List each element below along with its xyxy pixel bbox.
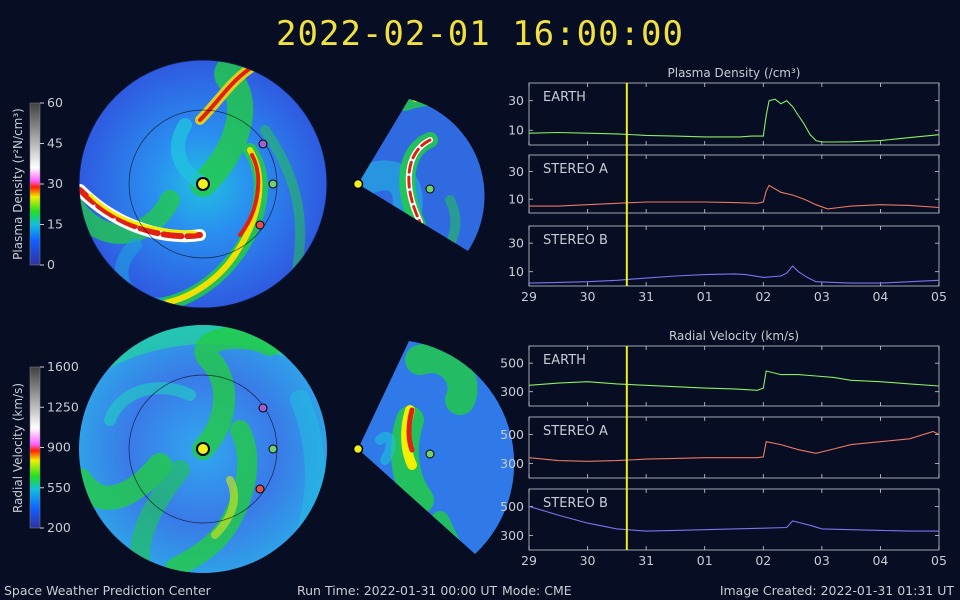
stereo-b-marker [258, 403, 268, 413]
density-stereo-a-series-line [529, 184, 940, 210]
velocity-stereo-b-series-line [528, 505, 939, 532]
density-stereo-a-panel: 10 30 STEREO A [508, 154, 940, 214]
earth-marker [425, 449, 435, 459]
velocity-colorbar-label: Radial Velocity (km/s) [11, 383, 25, 513]
density-colorbar-tick-label: 45 [47, 136, 63, 151]
velocity-colorbar: 200 550 900 1250 1600 Radial Velocity (km/s) [11, 359, 79, 535]
density-meridional-map [352, 99, 485, 251]
velocity-ecliptic-map [79, 325, 327, 573]
sun-icon [196, 442, 210, 456]
density-xtick-label: 31 [638, 289, 654, 304]
velocity-earth-panel: 300 500 EARTH [500, 345, 940, 407]
velocity-colorbar-tick-label: 1250 [47, 399, 79, 414]
velocity-colorbar-tick-label: 1600 [47, 359, 79, 374]
density-xtick-label: 30 [580, 289, 596, 304]
earth-marker [425, 184, 435, 194]
density-colorbar: 0 15 30 45 60 Plasma Density (r²N/cm³) [11, 95, 63, 272]
time-series-plots: Plasma Density (/cm³) 10 30 EARTH 10 30 STEREO… [500, 66, 947, 568]
density-xtick-label: 02 [755, 289, 771, 304]
velocity-stereo-b-panel: 300 500 STEREO B [500, 488, 940, 551]
velocity-stereo-a-label: STEREO A [543, 424, 608, 439]
velocity-colorbar-tick-label: 200 [47, 520, 71, 535]
velocity-earth-ytick-label: 300 [500, 384, 524, 399]
timestamp-title: 2022-02-01 16:00:00 [276, 14, 684, 54]
density-earth-panel: 10 30 EARTH [508, 82, 940, 146]
velocity-stereo-a-series-line [528, 430, 940, 462]
earth-marker [268, 179, 278, 189]
density-ecliptic-map [78, 59, 328, 309]
stereo-b-marker [258, 139, 268, 149]
velocity-earth-series-line [528, 370, 940, 391]
velocity-xtick-label: 05 [931, 553, 947, 568]
velocity-stereo-b-ytick-label: 500 [500, 499, 524, 514]
density-colorbar-tick-label: 0 [47, 257, 55, 272]
velocity-chart-title: Radial Velocity (km/s) [669, 329, 799, 343]
sun-icon [196, 177, 210, 191]
density-colorbar-tick-label: 15 [47, 217, 63, 232]
density-xtick-label: 03 [814, 289, 830, 304]
velocity-xtick-label: 03 [814, 553, 830, 568]
density-stereo-a-frame [528, 154, 940, 214]
footer-run-time: Run Time: 2022-01-31 00:00 UT [297, 583, 498, 598]
density-colorbar-tick-label: 60 [47, 95, 63, 110]
density-stereo-b-panel: 10 30 STEREO B [508, 225, 940, 287]
earth-marker [268, 444, 278, 454]
velocity-stereo-b-frame [528, 488, 940, 551]
footer-org: Space Weather Prediction Center [4, 583, 211, 598]
velocity-stereo-a-ytick-label: 500 [500, 427, 524, 442]
density-colorbar-gradient [29, 102, 41, 266]
density-stereo-a-ytick-label: 30 [508, 164, 524, 179]
density-stereo-b-ytick-label: 10 [508, 264, 524, 279]
density-colorbar-tick-label: 30 [47, 176, 63, 191]
footer-mode: Mode: CME [502, 583, 572, 598]
density-earth-ytick-label: 10 [508, 123, 524, 138]
density-stereo-a-ytick-label: 10 [508, 192, 524, 207]
sun-icon [352, 178, 364, 190]
density-earth-ytick-label: 30 [508, 93, 524, 108]
velocity-xtick-label: 29 [521, 553, 537, 568]
stereo-a-marker [255, 220, 265, 230]
velocity-xtick-label: 02 [755, 553, 771, 568]
density-stereo-a-label: STEREO A [543, 162, 608, 177]
density-earth-label: EARTH [543, 90, 586, 105]
sun-icon [352, 443, 364, 455]
velocity-colorbar-gradient [29, 366, 41, 529]
velocity-earth-label: EARTH [543, 353, 586, 368]
velocity-stereo-a-panel: 300 500 STEREO A [500, 416, 940, 479]
density-stereo-b-ytick-label: 30 [508, 236, 524, 251]
velocity-colorbar-tick-label: 550 [47, 480, 71, 495]
velocity-xtick-label: 01 [697, 553, 713, 568]
velocity-xtick-label: 31 [638, 553, 654, 568]
velocity-stereo-a-ytick-label: 300 [500, 456, 524, 471]
density-xtick-label: 05 [931, 289, 947, 304]
velocity-xtick-label: 30 [580, 553, 596, 568]
velocity-earth-frame [528, 345, 940, 407]
velocity-stereo-b-ytick-label: 300 [500, 528, 524, 543]
density-stereo-b-label: STEREO B [543, 233, 608, 248]
velocity-earth-ytick-label: 500 [500, 356, 524, 371]
velocity-colorbar-tick-label: 900 [47, 440, 71, 455]
density-xtick-label: 04 [872, 289, 888, 304]
density-xtick-label: 29 [521, 289, 537, 304]
stereo-a-marker [255, 484, 265, 494]
footer-created: Image Created: 2022-01-31 01:31 UT [719, 583, 954, 598]
density-earth-series-line [528, 98, 940, 143]
velocity-stereo-a-frame [528, 416, 940, 479]
density-colorbar-label: Plasma Density (r²N/cm³) [11, 108, 25, 260]
velocity-meridional-map [352, 341, 515, 554]
density-chart-title: Plasma Density (/cm³) [668, 66, 801, 80]
velocity-stereo-b-label: STEREO B [543, 496, 608, 511]
density-stereo-b-frame [528, 225, 940, 287]
velocity-xtick-label: 04 [872, 553, 888, 568]
density-earth-frame [528, 82, 940, 146]
density-xtick-label: 01 [697, 289, 713, 304]
